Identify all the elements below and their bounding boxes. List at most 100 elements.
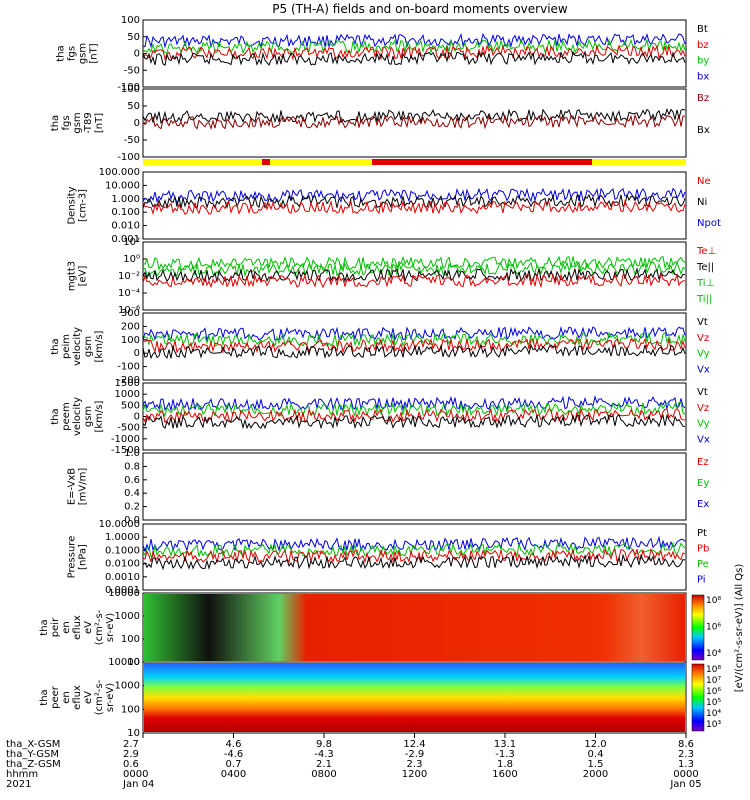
panel-peir_flux: 10000 1000 100 10 tha peir en eflux eV (cm²-s-sr-… (39, 588, 721, 668)
mode-bar-fast (262, 159, 270, 165)
y-tick-label: 100 (121, 84, 140, 95)
y-tick-label: 0 (134, 49, 140, 60)
x-axis-row-label: 2021 (6, 779, 31, 790)
y-axis-label-line: gsm (72, 112, 83, 133)
x-tick-label: 8.6 (678, 739, 694, 750)
y-tick-label: 0.6 (124, 475, 140, 486)
y-axis-label-line: gsm (83, 336, 94, 357)
y-axis-label-line: peem (61, 402, 72, 430)
y-axis-label-line: -T89 (83, 112, 94, 134)
legend-ni: Ni (697, 197, 707, 208)
legend-by: by (697, 56, 709, 67)
x-tick-label: 1600 (492, 769, 517, 780)
x-axis-row-label: tha_Z-GSM (6, 759, 61, 770)
y-tick-label: 0.2 (124, 502, 140, 513)
y-tick-label: 0.0 (124, 515, 140, 526)
panel-fgs: 100 50 0 -50 -100 tha fgs gsm [nT] Bt bz by bx (56, 15, 710, 93)
legend-bt: Bt (697, 24, 708, 35)
y-axis-label-line: en (61, 691, 72, 704)
y-tick-label: 0.010 (111, 221, 140, 232)
y-axis-label-line: (cm²-s- (94, 679, 105, 715)
legend-bx: bx (697, 71, 709, 82)
y-tick-label: 0 (134, 348, 140, 359)
y-axis-label-line: velocity (72, 397, 83, 436)
x-tick-label: 0000 (123, 769, 148, 780)
x-tick-label: 13.1 (494, 739, 516, 750)
y-axis-label-line: Density (67, 186, 78, 224)
legend-ti⊥: Ti⊥ (696, 278, 714, 289)
x-tick-label: 0.4 (588, 749, 604, 760)
x-axis-row-label: tha_Y-GSM (6, 749, 59, 760)
y-axis-label-line: tha (56, 45, 67, 61)
legend-vt: Vt (697, 387, 708, 398)
colorbar-tick-label: 10⁶ (706, 623, 721, 633)
y-axis-label-line: peir (50, 617, 61, 637)
y-axis-label-line: [nT] (89, 43, 100, 63)
y-tick-label: 10⁻² (118, 271, 140, 282)
legend-vz: Vz (697, 333, 709, 344)
colorbar-tick-label: 10⁸ (706, 665, 721, 675)
legend-vy: Vy (697, 349, 710, 360)
x-tick-label: 1200 (402, 769, 427, 780)
y-tick-label: 100 (121, 15, 140, 26)
panel-frame (142, 19, 687, 88)
x-axis-row-label: tha_X-GSM (6, 739, 60, 750)
y-axis-label-line: eV (83, 621, 94, 634)
legend-te⊥: Te⊥ (696, 246, 716, 257)
y-tick-label: 0.100 (111, 207, 140, 218)
colorbar-tick-label: 10⁵ (706, 698, 721, 708)
colorbar-tick-label: 10⁴ (706, 709, 721, 719)
y-tick-label: 10⁻⁶ (118, 305, 140, 316)
colorbar-tick-label: 10⁷ (706, 676, 721, 686)
y-tick-label: 0 (134, 412, 140, 423)
panel-frame (142, 171, 687, 240)
y-tick-label: 1000 (115, 611, 140, 622)
y-tick-label: 10⁻⁴ (118, 288, 140, 299)
y-tick-label: 50 (127, 101, 140, 112)
x-axis-row-label: hhmm (6, 769, 38, 780)
y-tick-label: -50 (124, 65, 140, 76)
spectrogram-ions (144, 594, 685, 661)
x-tick-label: 12.0 (584, 739, 606, 750)
series-line-ne (142, 199, 686, 216)
y-tick-label: -100 (117, 82, 140, 93)
legend-pi: Pi (697, 575, 706, 586)
x-tick-label: 2.1 (316, 759, 332, 770)
y-tick-label: 100 (121, 704, 140, 715)
panel-efield: 1.0 0.8 0.6 0.4 0.2 0.0 E=-VxB [mV/m] Ez Ey Ex (67, 448, 710, 526)
series-line-pi (142, 535, 686, 553)
y-tick-label: 10000 (108, 657, 140, 668)
x-tick-label: 0.7 (226, 759, 242, 770)
y-tick-label: -500 (117, 423, 140, 434)
legend-npot: Npot (697, 218, 721, 229)
x-tick-label: 2.7 (123, 739, 139, 750)
y-tick-label: 50 (127, 32, 140, 43)
colorbar-tick-label: 10⁸ (706, 596, 721, 606)
y-axis-label-line: peer (50, 685, 61, 709)
y-tick-label: -100 (117, 152, 140, 163)
y-tick-label: 100 (121, 335, 140, 346)
x-tick-label: -2.9 (405, 749, 425, 760)
panel-pressure: 10.0000 1.0000 0.1000 0.0100 0.0010 0.0001 Pre… (67, 519, 710, 596)
panel-temp: 10² 10⁰ 10⁻² 10⁻⁴ 10⁻⁶ mgtt3 [eV] Te⊥ Te|| Ti⊥ Ti|… (67, 237, 717, 316)
x-tick-label: 9.8 (316, 739, 332, 750)
y-tick-label: 0.001 (111, 234, 140, 245)
x-tick-label: -4.3 (314, 749, 334, 760)
x-tick-label: 2.3 (407, 759, 423, 770)
y-axis-label-line: sr-eV) (105, 613, 116, 642)
y-tick-label: 100 (121, 634, 140, 645)
legend-vx: Vx (697, 434, 710, 445)
y-tick-label: 0.0001 (105, 585, 140, 596)
y-tick-label: 10.000 (105, 180, 140, 191)
x-tick-label: Jan 04 (122, 779, 154, 790)
legend-vx: Vx (697, 364, 710, 375)
x-tick-label: Jan 05 (669, 779, 701, 790)
legend-vy: Vy (697, 419, 710, 430)
series-line-pe (142, 541, 686, 558)
y-tick-label: -50 (124, 135, 140, 146)
mode-bar (143, 159, 686, 165)
series-line-te⊥ (142, 272, 686, 289)
series-line-vz (142, 337, 686, 354)
x-tick-label: 4.6 (226, 739, 242, 750)
